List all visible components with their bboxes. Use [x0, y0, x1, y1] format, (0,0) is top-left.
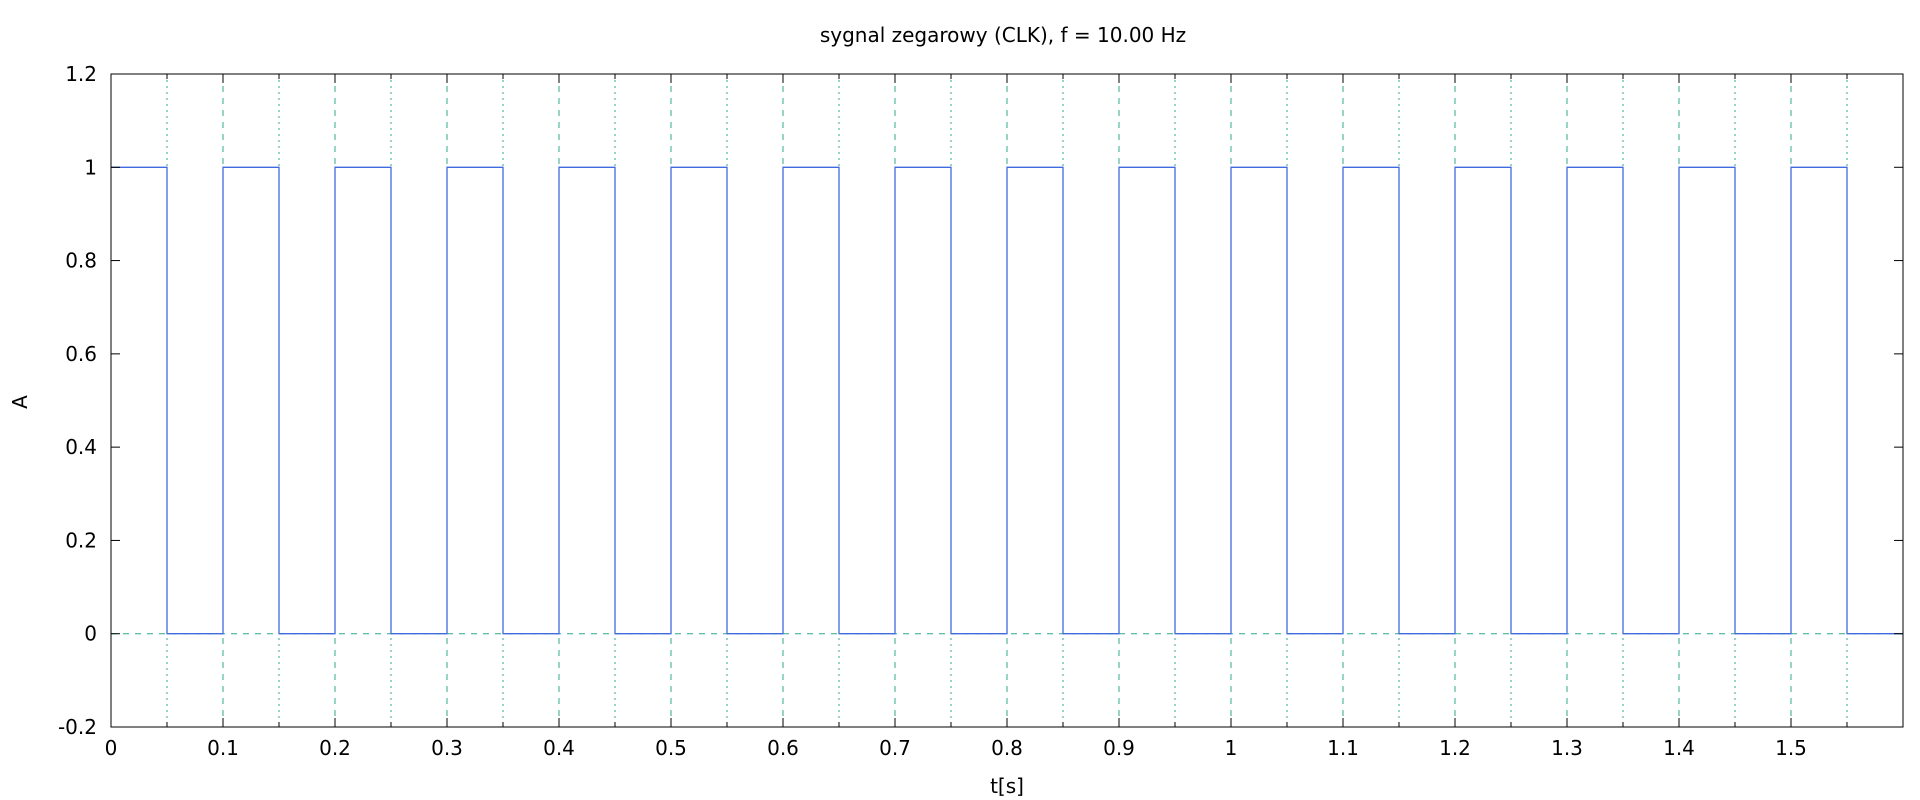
clock-signal-line	[111, 166, 1903, 635]
x-tick-label: 1.3	[1551, 736, 1583, 760]
series-layer	[111, 166, 1903, 635]
y-tick-label: 0.4	[65, 435, 97, 459]
x-tick-label: 0.2	[319, 736, 351, 760]
y-tick-label: -0.2	[58, 715, 97, 739]
x-tick-label: 1.2	[1439, 736, 1471, 760]
y-tick-label: 0	[84, 622, 97, 646]
x-tick-label: 0	[105, 736, 118, 760]
x-tick-label: 0.9	[1103, 736, 1135, 760]
x-tick-label: 0.4	[543, 736, 575, 760]
x-tick-label: 1.5	[1775, 736, 1807, 760]
y-tick-label: 1.2	[65, 62, 97, 86]
x-axis: 0 0.1 0.2 0.3 0.4 0.5 0.6 0.7 0.8 0.9 1 1.1 1.2 1.3 1.…	[105, 74, 1848, 760]
y-axis: -0.2 0 0.2 0.4 0.6 0.8 1 1.2	[58, 62, 1903, 739]
x-tick-label: 1.1	[1327, 736, 1359, 760]
y-axis-label: A	[8, 395, 32, 409]
y-tick-label: 1	[84, 155, 97, 179]
y-tick-label: 0.2	[65, 528, 97, 552]
x-tick-label: 0.3	[431, 736, 463, 760]
chart-title: sygnal zegarowy (CLK), f = 10.00 Hz	[820, 23, 1186, 47]
x-tick-label: 0.1	[207, 736, 239, 760]
x-tick-label: 1	[1225, 736, 1238, 760]
x-tick-label: 1.4	[1663, 736, 1695, 760]
x-tick-label: 0.7	[879, 736, 911, 760]
x-tick-label: 0.8	[991, 736, 1023, 760]
x-axis-label: t[s]	[990, 774, 1024, 798]
x-tick-label: 0.5	[655, 736, 687, 760]
y-tick-label: 0.8	[65, 249, 97, 273]
x-tick-label: 0.6	[767, 736, 799, 760]
y-tick-label: 0.6	[65, 342, 97, 366]
